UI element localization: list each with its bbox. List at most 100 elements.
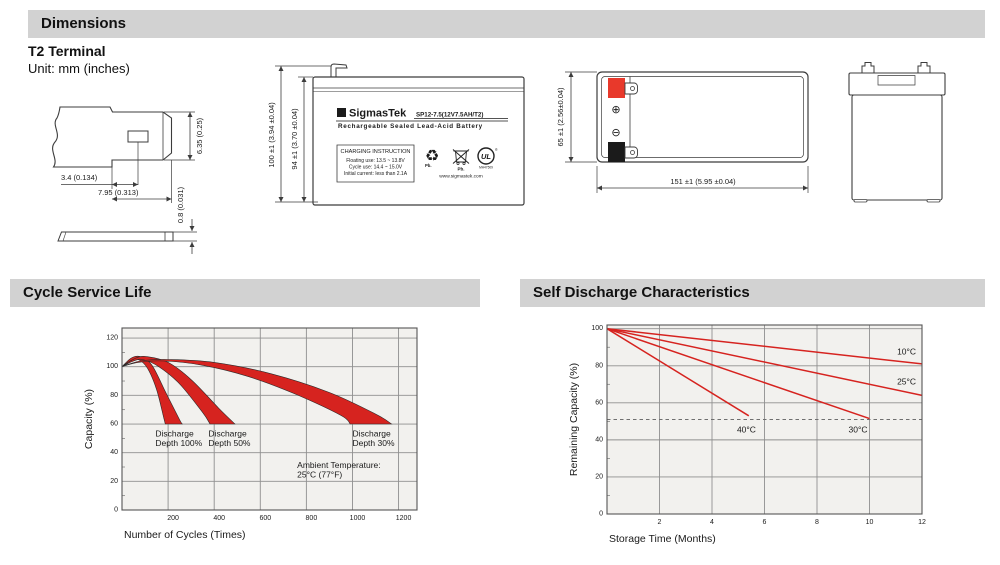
y-tick-label: 60	[110, 421, 118, 428]
ul-mark-icon	[477, 147, 495, 165]
dim-width-label: 7.95 (0.313)	[98, 188, 139, 197]
negative-tab-hole	[630, 150, 635, 155]
side-foot-right	[927, 200, 940, 203]
brand-name: SigmasTek	[349, 108, 407, 120]
side-terminal-left	[862, 63, 874, 74]
side-body	[852, 95, 942, 200]
negative-terminal	[608, 142, 625, 162]
self-discharge-chart: 10°C 25°C 30°C 40°C 2 4 6 8 10 12 0 20 40 60 80 100 Stor…	[568, 324, 926, 545]
y-tick-label: 20	[110, 478, 118, 485]
y-tick-label: 0	[599, 511, 603, 518]
negative-symbol: ⊖	[611, 126, 620, 139]
dim-case-height-label: 94 ±1 (3.70 ±0.04)	[290, 108, 299, 170]
side-view-detail	[63, 232, 66, 241]
x-axis-title: Number of Cycles (Times)	[124, 529, 246, 541]
dim-height-label: 6.35 (0.25)	[195, 117, 204, 154]
section-title: Cycle Service Life	[23, 284, 152, 301]
section-title: Dimensions	[41, 15, 127, 32]
x-tick-label: 800	[306, 515, 318, 522]
lid-recess	[878, 76, 915, 86]
unit-note: Unit: mm (inches)	[28, 61, 130, 76]
dim-thickness-label: 0.8 (0.031)	[176, 186, 185, 223]
side-terminal-right	[918, 63, 930, 74]
chart-annotation: Discharge	[352, 428, 391, 438]
terminal-tab	[331, 64, 347, 77]
y-axis-title: Remaining Capacity (%)	[568, 363, 580, 476]
discharge-band	[121, 356, 236, 425]
plot-frame	[121, 327, 418, 511]
chart-annotation: Depth 30%	[352, 438, 394, 448]
terminal-detail-drawing: 3.4 (0.134) 7.95 (0.313) 6.35 (0.25) 0.8…	[25, 95, 204, 260]
dim-total-height-label: 100 ±1 (3.94 ±0.04)	[267, 102, 276, 168]
charging-title: CHARGING INSTRUCTION	[341, 149, 411, 155]
ul-file-number: MH47509	[479, 166, 493, 170]
y-axis-title: Capacity (%)	[83, 389, 95, 449]
series-label: 30°C	[849, 424, 868, 434]
brand-logo-box	[337, 108, 346, 117]
series-line	[606, 327, 870, 420]
website-text: www.sigmastek.com	[439, 174, 482, 180]
terminal-side-view	[58, 232, 173, 241]
ul-registered-mark: ®	[495, 148, 498, 152]
charging-line-2: Cycle use: 14.4 ~ 15.0V	[349, 165, 403, 171]
y-tick-label: 80	[110, 392, 118, 399]
y-tick-label: 120	[106, 335, 118, 342]
chart-annotation: 25°C (77°F)	[297, 469, 342, 479]
side-lid	[849, 73, 945, 95]
charging-line-1: Floating use: 13.5 ~ 13.8V	[346, 158, 405, 164]
discharge-band	[121, 359, 393, 425]
charging-instruction-box	[337, 145, 414, 182]
y-tick-label: 20	[595, 473, 603, 480]
section-title: Self Discharge Characteristics	[533, 284, 750, 301]
series-line	[606, 328, 750, 417]
ul-mark-text: UL	[481, 152, 491, 161]
recycle-pb-label: Pb.	[425, 163, 432, 168]
chart-annotation: Depth 50%	[208, 438, 250, 448]
chart-annotation: Discharge	[208, 428, 247, 438]
positive-symbol: ⊕	[611, 103, 620, 116]
x-tick-label: 600	[259, 515, 271, 522]
y-tick-label: 100	[106, 363, 118, 370]
section-header-cycle-service-life: Cycle Service Life	[10, 279, 480, 307]
positive-terminal	[608, 78, 625, 98]
dim-depth-label: 65 ±1 (2.56±0.04)	[556, 87, 565, 147]
series-line	[606, 327, 923, 397]
series-label: 40°C	[737, 424, 756, 434]
x-tick-label: 1200	[396, 515, 412, 522]
plot-frame	[606, 324, 923, 515]
model-number: SP12-7.5(12V7.5AH/T2)	[416, 112, 483, 119]
x-tick-label: 200	[167, 515, 179, 522]
terminal-tab-outline	[53, 107, 172, 167]
y-tick-label: 40	[595, 436, 603, 443]
x-tick-label: 6	[763, 519, 767, 526]
y-tick-label: 40	[110, 449, 118, 456]
battery-case	[313, 77, 524, 205]
series-line	[606, 327, 923, 365]
battery-front-view: 100 ±1 (3.94 ±0.04) 94 ±1 (3.70 ±0.04) Σ…	[267, 55, 540, 213]
x-tick-label: 12	[918, 519, 926, 526]
y-tick-label: 0	[114, 507, 118, 514]
battery-top-view: ⊕ ⊖ 65 ±1 (2.56±0.04) 151 ±1 (5.95 ±0.04…	[556, 60, 820, 200]
chart-annotation: Depth 100%	[155, 438, 202, 448]
series-label: 25°C	[897, 376, 916, 386]
cycle-service-life-chart: 200 400 600 800 1000 1200 0 20 40 60 80 100 120 Disch…	[83, 327, 418, 541]
x-tick-label: 8	[815, 519, 819, 526]
x-tick-label: 4	[710, 519, 714, 526]
section-header-dimensions: Dimensions	[28, 10, 985, 38]
pb-bin-icon	[453, 150, 469, 165]
x-tick-label: 10	[866, 519, 874, 526]
y-tick-label: 100	[591, 325, 603, 332]
terminal-hole	[128, 131, 148, 142]
section-header-self-discharge: Self Discharge Characteristics	[520, 279, 985, 307]
x-tick-label: 1000	[350, 515, 366, 522]
positive-tab-hole	[630, 86, 635, 91]
series-label: 10°C	[897, 347, 916, 357]
terminal-type-heading: T2 Terminal	[28, 43, 106, 59]
y-tick-label: 60	[595, 399, 603, 406]
charging-line-3: Initial current: less than 2.1A	[344, 171, 408, 177]
x-axis-title: Storage Time (Months)	[609, 533, 716, 545]
top-outline-outer	[597, 72, 808, 162]
y-tick-label: 80	[595, 362, 603, 369]
dim-length-label: 151 ±1 (5.95 ±0.04)	[670, 177, 736, 186]
